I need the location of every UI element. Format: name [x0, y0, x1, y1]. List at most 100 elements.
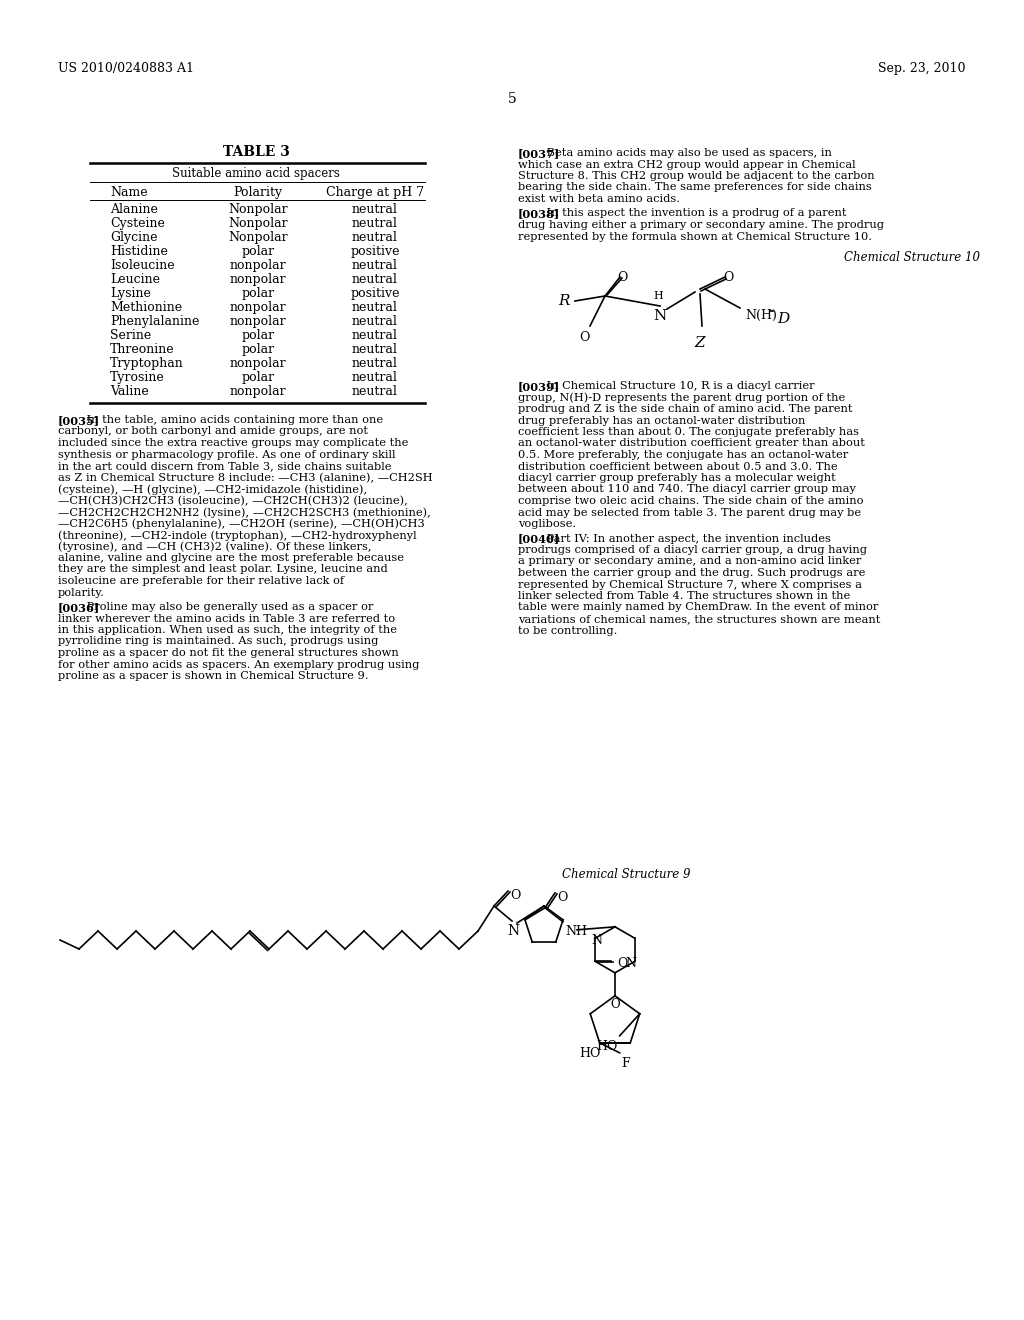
Text: nonpolar: nonpolar	[229, 273, 287, 286]
Text: Valine: Valine	[110, 385, 148, 399]
Text: Histidine: Histidine	[110, 246, 168, 257]
Text: Leucine: Leucine	[110, 273, 160, 286]
Text: NH: NH	[565, 925, 587, 937]
Text: N(H): N(H)	[745, 309, 777, 322]
Text: distribution coefficient between about 0.5 and 3.0. The: distribution coefficient between about 0…	[518, 462, 838, 471]
Text: as Z in Chemical Structure 8 include: —CH3 (alanine), —CH2SH: as Z in Chemical Structure 8 include: —C…	[58, 473, 432, 483]
Text: linker selected from Table 4. The structures shown in the: linker selected from Table 4. The struct…	[518, 591, 850, 601]
Text: in the art could discern from Table 3, side chains suitable: in the art could discern from Table 3, s…	[58, 461, 391, 471]
Text: neutral: neutral	[352, 329, 398, 342]
Text: Chemical Structure 9: Chemical Structure 9	[561, 869, 690, 880]
Text: group, N(H)-D represents the parent drug portion of the: group, N(H)-D represents the parent drug…	[518, 392, 845, 403]
Text: O: O	[557, 891, 567, 904]
Text: Threonine: Threonine	[110, 343, 175, 356]
Text: [0038]: [0038]	[518, 209, 560, 219]
Text: Cysteine: Cysteine	[110, 216, 165, 230]
Text: Isoleucine: Isoleucine	[110, 259, 175, 272]
Text: (cysteine), —H (glycine), —CH2-imidazole (histidine),: (cysteine), —H (glycine), —CH2-imidazole…	[58, 484, 368, 495]
Text: isoleucine are preferable for their relative lack of: isoleucine are preferable for their rela…	[58, 576, 344, 586]
Text: nonpolar: nonpolar	[229, 259, 287, 272]
Text: polar: polar	[242, 329, 274, 342]
Text: synthesis or pharmacology profile. As one of ordinary skill: synthesis or pharmacology profile. As on…	[58, 450, 395, 459]
Text: O: O	[510, 888, 520, 902]
Text: bearing the side chain. The same preferences for side chains: bearing the side chain. The same prefere…	[518, 182, 871, 193]
Text: TABLE 3: TABLE 3	[222, 145, 290, 158]
Text: polar: polar	[242, 246, 274, 257]
Text: Nonpolar: Nonpolar	[228, 216, 288, 230]
Text: Serine: Serine	[110, 329, 152, 342]
Text: nonpolar: nonpolar	[229, 301, 287, 314]
Text: polar: polar	[242, 343, 274, 356]
Text: Chemical Structure 10: Chemical Structure 10	[844, 251, 980, 264]
Text: Z: Z	[694, 337, 706, 350]
Text: Lysine: Lysine	[110, 286, 151, 300]
Text: neutral: neutral	[352, 301, 398, 314]
Text: they are the simplest and least polar. Lysine, leucine and: they are the simplest and least polar. L…	[58, 565, 388, 574]
Text: D: D	[777, 312, 790, 326]
Text: represented by the formula shown at Chemical Structure 10.: represented by the formula shown at Chem…	[518, 231, 872, 242]
Text: [0037]: [0037]	[518, 148, 560, 158]
Text: 5: 5	[508, 92, 516, 106]
Text: [0036]: [0036]	[58, 602, 100, 612]
Text: neutral: neutral	[352, 216, 398, 230]
Text: included since the extra reactive groups may complicate the: included since the extra reactive groups…	[58, 438, 409, 447]
Text: 0.5. More preferably, the conjugate has an octanol-water: 0.5. More preferably, the conjugate has …	[518, 450, 848, 459]
Text: variations of chemical names, the structures shown are meant: variations of chemical names, the struct…	[518, 614, 881, 624]
Text: positive: positive	[350, 286, 399, 300]
Text: alanine, valine and glycine are the most preferable because: alanine, valine and glycine are the most…	[58, 553, 404, 564]
Text: represented by Chemical Structure 7, where X comprises a: represented by Chemical Structure 7, whe…	[518, 579, 862, 590]
Text: neutral: neutral	[352, 231, 398, 244]
Text: to be controlling.: to be controlling.	[518, 626, 617, 635]
Text: (tyrosine), and —CH (CH3)2 (valine). Of these linkers,: (tyrosine), and —CH (CH3)2 (valine). Of …	[58, 541, 372, 552]
Text: Beta amino acids may also be used as spacers, in: Beta amino acids may also be used as spa…	[544, 148, 833, 158]
Text: which case an extra CH2 group would appear in Chemical: which case an extra CH2 group would appe…	[518, 160, 856, 169]
Text: In this aspect the invention is a prodrug of a parent: In this aspect the invention is a prodru…	[544, 209, 847, 219]
Text: a primary or secondary amine, and a non-amino acid linker: a primary or secondary amine, and a non-…	[518, 557, 861, 566]
Text: an octanol-water distribution coefficient greater than about: an octanol-water distribution coefficien…	[518, 438, 865, 449]
Text: for other amino acids as spacers. An exemplary prodrug using: for other amino acids as spacers. An exe…	[58, 660, 420, 669]
Text: Phenylalanine: Phenylalanine	[110, 315, 200, 327]
Text: Nonpolar: Nonpolar	[228, 231, 288, 244]
Text: Name: Name	[110, 186, 147, 199]
Text: Nonpolar: Nonpolar	[228, 203, 288, 216]
Text: prodrugs comprised of a diacyl carrier group, a drug having: prodrugs comprised of a diacyl carrier g…	[518, 545, 867, 554]
Text: neutral: neutral	[352, 343, 398, 356]
Text: nonpolar: nonpolar	[229, 356, 287, 370]
Text: Tryptophan: Tryptophan	[110, 356, 183, 370]
Text: table were mainly named by ChemDraw. In the event of minor: table were mainly named by ChemDraw. In …	[518, 602, 879, 612]
Text: neutral: neutral	[352, 356, 398, 370]
Text: neutral: neutral	[352, 259, 398, 272]
Text: N: N	[507, 924, 519, 939]
Text: In Chemical Structure 10, R is a diacyl carrier: In Chemical Structure 10, R is a diacyl …	[544, 381, 815, 391]
Text: O: O	[579, 331, 589, 345]
Text: F: F	[622, 1057, 631, 1069]
Text: voglibose.: voglibose.	[518, 519, 577, 529]
Text: comprise two oleic acid chains. The side chain of the amino: comprise two oleic acid chains. The side…	[518, 496, 863, 506]
Text: exist with beta amino acids.: exist with beta amino acids.	[518, 194, 680, 205]
Text: N: N	[592, 935, 602, 948]
Text: in this application. When used as such, the integrity of the: in this application. When used as such, …	[58, 624, 397, 635]
Text: [0040]: [0040]	[518, 533, 560, 544]
Text: nonpolar: nonpolar	[229, 385, 287, 399]
Text: Part IV: In another aspect, the invention includes: Part IV: In another aspect, the inventio…	[544, 533, 831, 544]
Text: R: R	[558, 294, 570, 308]
Text: acid may be selected from table 3. The parent drug may be: acid may be selected from table 3. The p…	[518, 507, 861, 517]
Text: H: H	[653, 290, 663, 301]
Text: neutral: neutral	[352, 203, 398, 216]
Text: Polarity: Polarity	[233, 186, 283, 199]
Text: diacyl carrier group preferably has a molecular weight: diacyl carrier group preferably has a mo…	[518, 473, 836, 483]
Text: prodrug and Z is the side chain of amino acid. The parent: prodrug and Z is the side chain of amino…	[518, 404, 853, 414]
Text: neutral: neutral	[352, 273, 398, 286]
Text: [0039]: [0039]	[518, 381, 560, 392]
Text: proline as a spacer is shown in Chemical Structure 9.: proline as a spacer is shown in Chemical…	[58, 671, 369, 681]
Text: HO: HO	[596, 1040, 617, 1053]
Text: Proline may also be generally used as a spacer or: Proline may also be generally used as a …	[83, 602, 374, 612]
Text: O: O	[617, 957, 628, 970]
Text: neutral: neutral	[352, 315, 398, 327]
Text: (threonine), —CH2-indole (tryptophan), —CH2-hydroxyphenyl: (threonine), —CH2-indole (tryptophan), —…	[58, 531, 417, 541]
Text: Tyrosine: Tyrosine	[110, 371, 165, 384]
Text: polar: polar	[242, 371, 274, 384]
Text: O: O	[616, 271, 627, 284]
Text: proline as a spacer do not fit the general structures shown: proline as a spacer do not fit the gener…	[58, 648, 398, 657]
Text: N: N	[626, 957, 636, 970]
